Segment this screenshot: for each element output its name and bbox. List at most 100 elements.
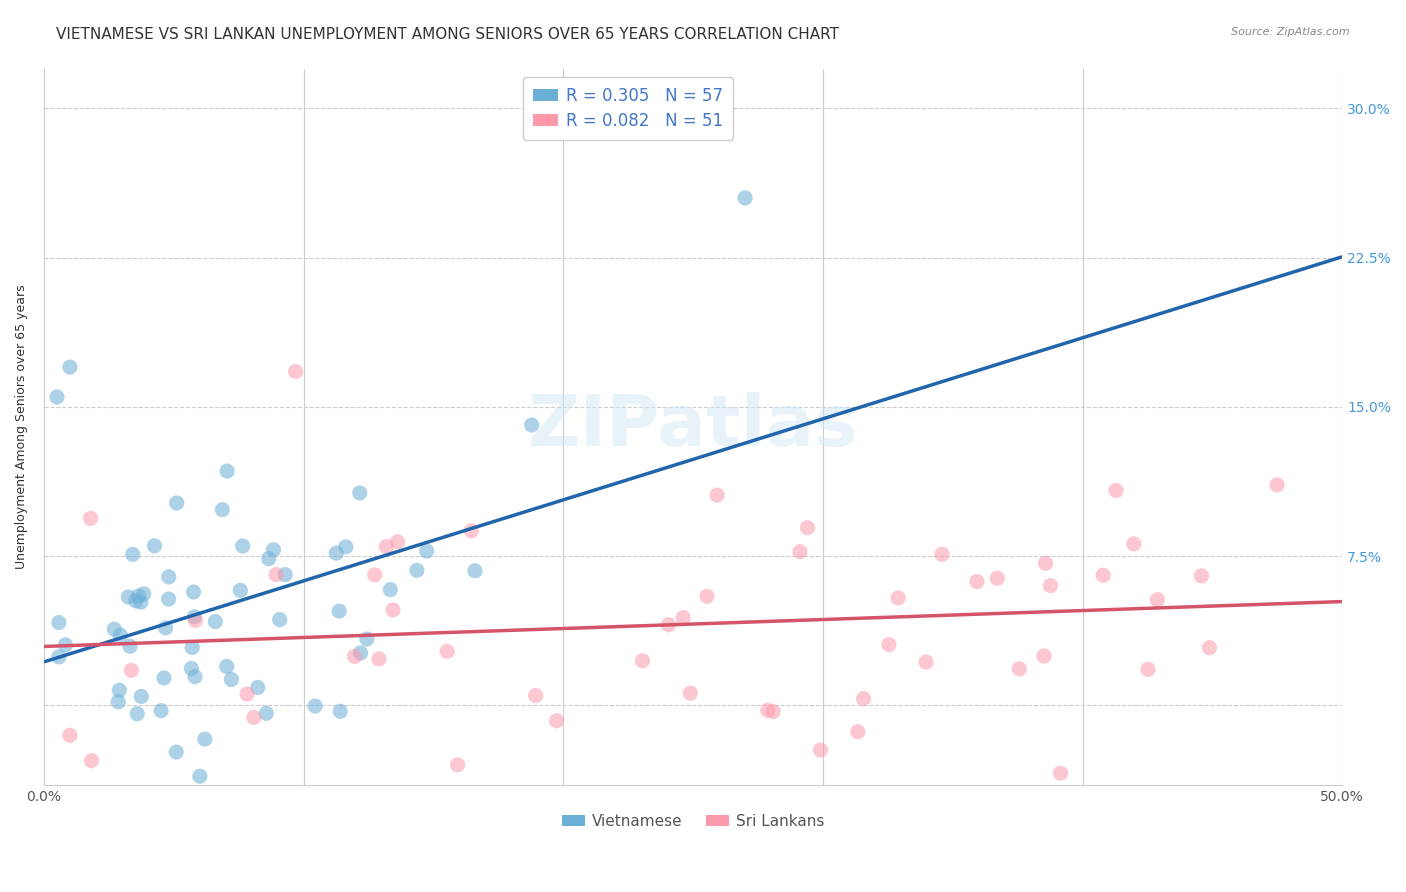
Point	[183, 609, 205, 624]
Point	[756, 703, 779, 717]
Point	[183, 585, 205, 599]
Point	[1146, 592, 1168, 607]
Point	[204, 615, 226, 629]
Point	[80, 754, 103, 768]
Point	[180, 661, 202, 675]
Point	[59, 728, 82, 742]
Point	[335, 540, 357, 554]
Point	[215, 659, 238, 673]
Point	[118, 639, 141, 653]
Point	[110, 628, 132, 642]
Point	[217, 464, 239, 478]
Point	[246, 681, 269, 695]
Point	[254, 706, 277, 721]
Point	[46, 390, 69, 404]
Text: VIETNAMESE VS SRI LANKAN UNEMPLOYMENT AMONG SENIORS OVER 65 YEARS CORRELATION CH: VIETNAMESE VS SRI LANKAN UNEMPLOYMENT AM…	[56, 27, 839, 42]
Point	[181, 640, 204, 655]
Point	[796, 520, 818, 534]
Point	[108, 683, 131, 698]
Point	[1092, 568, 1115, 582]
Point	[887, 591, 910, 605]
Point	[236, 687, 259, 701]
Point	[877, 638, 900, 652]
Point	[436, 644, 458, 658]
Point	[387, 534, 409, 549]
Point	[846, 724, 869, 739]
Point	[188, 769, 211, 783]
Point	[524, 689, 547, 703]
Point	[269, 613, 291, 627]
Point	[1039, 578, 1062, 592]
Point	[1191, 569, 1213, 583]
Point	[157, 592, 180, 607]
Point	[1122, 537, 1144, 551]
Point	[631, 654, 654, 668]
Point	[120, 664, 142, 678]
Point	[121, 548, 143, 562]
Text: Source: ZipAtlas.com: Source: ZipAtlas.com	[1232, 27, 1350, 37]
Point	[381, 603, 404, 617]
Point	[1049, 766, 1071, 780]
Point	[520, 417, 543, 432]
Point	[165, 745, 187, 759]
Point	[915, 655, 938, 669]
Point	[1136, 662, 1159, 676]
Point	[184, 614, 207, 628]
Point	[966, 574, 988, 589]
Point	[546, 714, 568, 728]
Point	[274, 567, 297, 582]
Legend: Vietnamese, Sri Lankans: Vietnamese, Sri Lankans	[555, 807, 831, 835]
Point	[464, 564, 486, 578]
Point	[264, 567, 287, 582]
Point	[1008, 662, 1031, 676]
Point	[406, 563, 429, 577]
Point	[789, 544, 811, 558]
Point	[132, 587, 155, 601]
Point	[1265, 478, 1288, 492]
Point	[55, 638, 77, 652]
Point	[221, 673, 243, 687]
Point	[810, 743, 832, 757]
Point	[48, 649, 70, 664]
Point	[229, 583, 252, 598]
Point	[1033, 648, 1056, 663]
Point	[986, 571, 1008, 585]
Point	[129, 595, 152, 609]
Point	[184, 670, 207, 684]
Point	[284, 365, 307, 379]
Point	[415, 544, 437, 558]
Point	[211, 502, 233, 516]
Point	[155, 621, 177, 635]
Point	[304, 699, 326, 714]
Point	[349, 486, 371, 500]
Point	[460, 524, 482, 538]
Point	[1105, 483, 1128, 498]
Point	[48, 615, 70, 630]
Text: ZIPatlas: ZIPatlas	[529, 392, 858, 461]
Point	[150, 704, 173, 718]
Point	[329, 704, 352, 718]
Point	[679, 686, 702, 700]
Point	[325, 546, 347, 560]
Point	[375, 540, 398, 554]
Point	[125, 594, 148, 608]
Point	[157, 570, 180, 584]
Point	[128, 589, 150, 603]
Point	[263, 542, 285, 557]
Point	[257, 551, 280, 566]
Point	[1035, 556, 1057, 570]
Y-axis label: Unemployment Among Seniors over 65 years: Unemployment Among Seniors over 65 years	[15, 285, 28, 569]
Point	[131, 690, 153, 704]
Point	[696, 589, 718, 603]
Point	[166, 496, 188, 510]
Point	[232, 539, 254, 553]
Point	[143, 539, 166, 553]
Point	[107, 695, 129, 709]
Point	[364, 568, 387, 582]
Point	[657, 617, 679, 632]
Point	[367, 652, 389, 666]
Point	[734, 191, 756, 205]
Point	[194, 732, 217, 747]
Point	[446, 757, 468, 772]
Point	[79, 511, 101, 525]
